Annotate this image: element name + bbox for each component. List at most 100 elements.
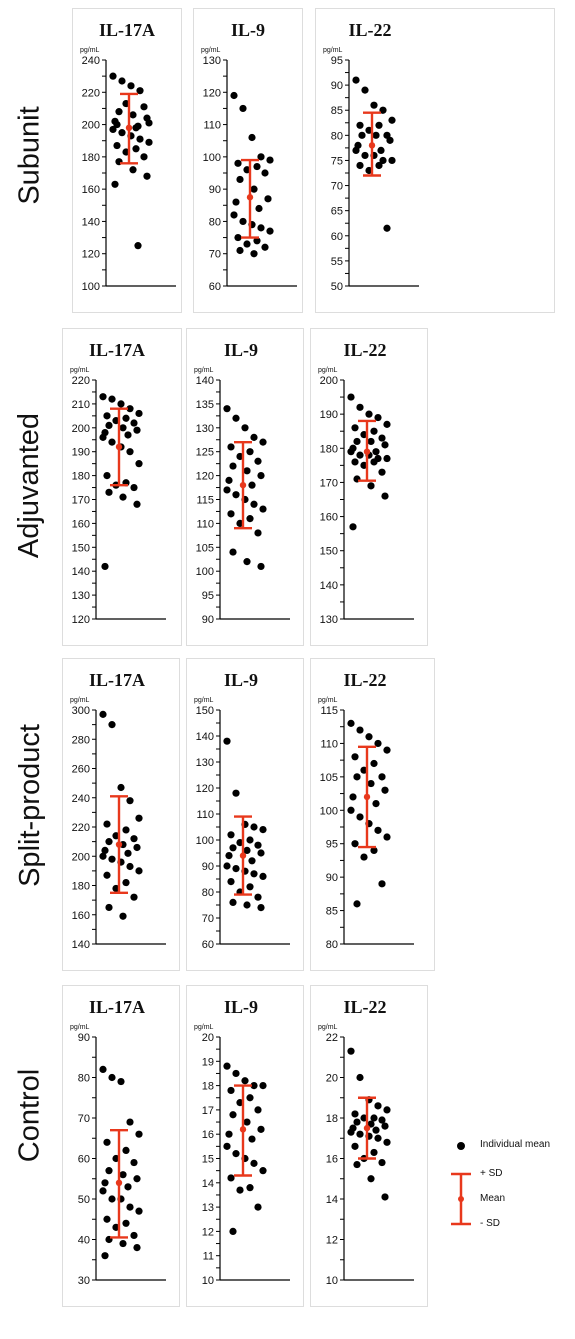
y-tick-label: 70 xyxy=(331,181,343,193)
data-point xyxy=(351,458,359,466)
chart-title: IL-22 xyxy=(343,340,386,360)
data-point xyxy=(349,793,357,801)
data-point xyxy=(229,462,237,470)
y-tick-label: 160 xyxy=(72,910,90,922)
group-label-control: Control xyxy=(13,1068,46,1162)
data-point xyxy=(250,250,258,258)
chart-adjuvanted-il-22: IL-22 pg/mL 130 140 150 160 170 180 190 200 xyxy=(310,328,428,646)
data-point xyxy=(356,1130,364,1138)
group-label-adjuvanted: Adjuvanted xyxy=(13,412,46,558)
data-point xyxy=(130,893,138,901)
chart-subunit-il-17a: IL-17A pg/mL 100 120 140 160 180 200 220 240 xyxy=(72,8,182,313)
data-point xyxy=(105,903,113,912)
data-point xyxy=(351,1110,359,1118)
data-point xyxy=(372,448,380,456)
mean-marker xyxy=(115,841,123,848)
y-tick-label: 55 xyxy=(331,256,343,268)
data-point xyxy=(241,424,249,432)
data-point xyxy=(383,224,391,232)
y-tick-label: 17 xyxy=(202,1105,214,1117)
y-tick-label: 100 xyxy=(82,281,100,293)
y-tick-label: 150 xyxy=(196,705,214,717)
mean-marker xyxy=(246,194,254,201)
data-point xyxy=(261,243,269,251)
data-point xyxy=(351,840,359,848)
y-unit-label: pg/mL xyxy=(318,697,338,704)
y-tick-label: 120 xyxy=(196,471,214,483)
data-point xyxy=(119,912,127,920)
data-point xyxy=(108,1195,116,1203)
data-point xyxy=(118,129,126,137)
data-point xyxy=(113,141,121,150)
data-point xyxy=(103,1138,111,1146)
y-tick-label: 20 xyxy=(326,1073,338,1085)
data-point xyxy=(370,759,378,768)
y-tick-label: 125 xyxy=(196,447,214,459)
data-point xyxy=(243,901,251,909)
data-point xyxy=(239,104,247,113)
data-point xyxy=(130,1231,138,1240)
y-tick-label: 105 xyxy=(320,772,338,784)
data-point xyxy=(140,103,148,111)
data-point xyxy=(124,431,132,439)
y-tick-label: 105 xyxy=(196,542,214,554)
chart-title: IL-17A xyxy=(89,670,145,690)
y-tick-label: 30 xyxy=(78,1275,90,1287)
data-point xyxy=(375,161,383,170)
y-tick-label: 60 xyxy=(209,281,221,293)
y-tick-label: 95 xyxy=(326,839,338,851)
data-point xyxy=(103,412,111,420)
data-point xyxy=(356,121,364,129)
y-tick-label: 75 xyxy=(331,155,343,167)
data-point xyxy=(379,106,387,114)
data-point xyxy=(111,117,119,125)
y-tick-label: 150 xyxy=(320,546,338,558)
y-tick-label: 12 xyxy=(202,1226,214,1238)
data-point xyxy=(353,437,361,446)
data-point xyxy=(250,870,258,878)
y-tick-label: 95 xyxy=(202,590,214,602)
y-unit-label: pg/mL xyxy=(70,1024,90,1031)
y-tick-label: 16 xyxy=(202,1129,214,1141)
y-tick-label: 130 xyxy=(72,590,90,602)
y-tick-label: 95 xyxy=(331,55,343,67)
data-point xyxy=(230,211,238,219)
data-point xyxy=(388,116,396,124)
data-point xyxy=(370,458,378,466)
data-point xyxy=(229,1111,237,1119)
chart-title: IL-22 xyxy=(348,20,391,40)
mean-marker xyxy=(368,142,376,149)
data-point xyxy=(99,433,107,441)
data-point xyxy=(360,853,368,861)
y-tick-label: 70 xyxy=(209,249,221,261)
data-point xyxy=(232,1150,240,1158)
data-point xyxy=(383,833,391,841)
data-point xyxy=(264,195,272,203)
data-point xyxy=(223,862,231,870)
chart-split-product-il-9: IL-9 pg/mL 60 70 80 90 100 110 120 130 140 150 xyxy=(186,658,304,971)
y-tick-label: 130 xyxy=(203,55,221,67)
legend-minus-sd-label: - SD xyxy=(480,1218,500,1229)
y-tick-label: 90 xyxy=(78,1032,90,1044)
legend-plus-sd-label: + SD xyxy=(480,1168,503,1179)
y-tick-label: 90 xyxy=(209,184,221,196)
y-tick-label: 80 xyxy=(326,939,338,951)
data-point xyxy=(254,1106,262,1114)
data-point xyxy=(134,122,142,130)
data-point xyxy=(372,131,380,139)
data-point xyxy=(370,427,378,435)
y-tick-label: 180 xyxy=(320,443,338,455)
y-tick-label: 15 xyxy=(202,1154,214,1166)
data-point xyxy=(347,1047,355,1055)
y-tick-label: 50 xyxy=(331,281,343,293)
data-point xyxy=(257,224,265,232)
mean-marker xyxy=(363,448,371,455)
data-point xyxy=(388,156,396,165)
data-point xyxy=(122,826,130,834)
data-point xyxy=(370,1148,378,1157)
data-point xyxy=(232,491,240,499)
data-point xyxy=(250,1159,258,1167)
data-point xyxy=(99,1187,107,1195)
data-point xyxy=(126,448,134,456)
y-tick-label: 180 xyxy=(72,881,90,893)
